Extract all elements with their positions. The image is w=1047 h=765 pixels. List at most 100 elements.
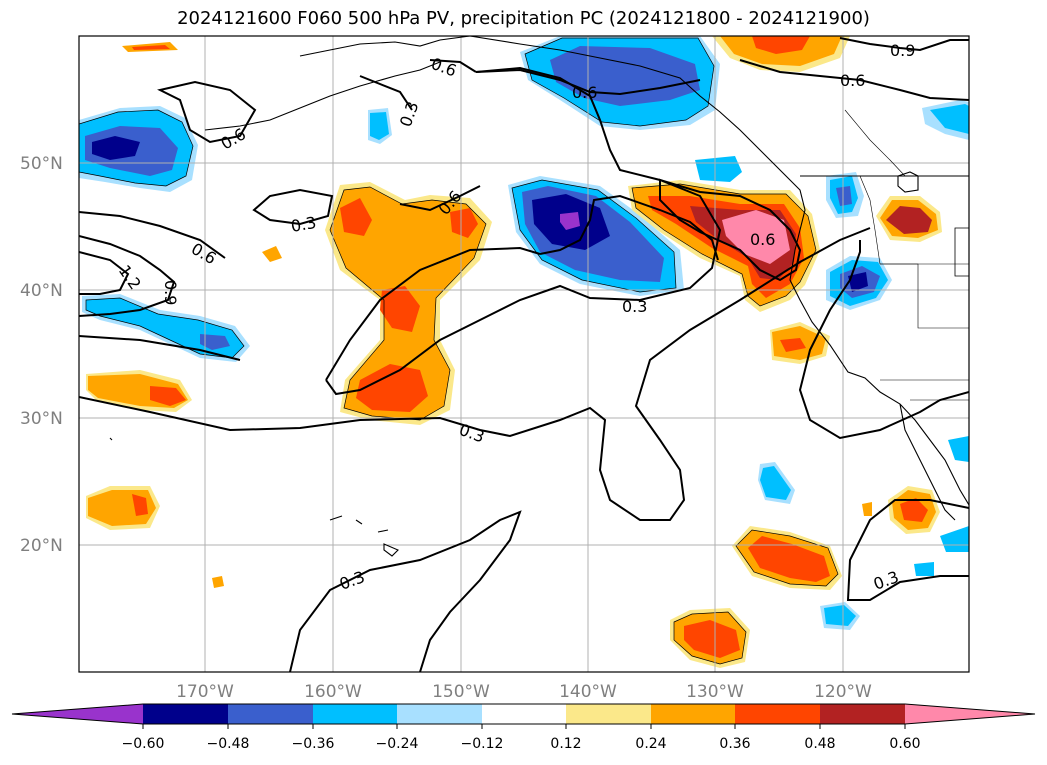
- contour-0.3-vert: [359, 75, 413, 111]
- colorbar: −0.60 −0.48 −0.36 −0.24 −0.12 0.12 0.24 …: [11, 703, 1036, 752]
- colorbar-tick-label: 0.48: [804, 736, 835, 752]
- fill-pos-west3: [150, 386, 186, 406]
- contour-0.3-small: [252, 188, 334, 226]
- contour-label-group: 0.6 0.9 0.6 0.3 0.6 0.6 0.3 0.6 0.6 1.2 …: [115, 41, 916, 594]
- fill-neg-d3: [836, 186, 852, 206]
- colorbar-tick-label: 0.12: [550, 736, 581, 752]
- fill-neg-w50n-core: [92, 136, 140, 160]
- contour-0.6-central: [659, 178, 802, 282]
- contour-label: 0.6: [840, 71, 865, 90]
- contour-0.6-vert: [399, 185, 481, 212]
- gridlines: [79, 36, 969, 672]
- colorbar-segment: [313, 704, 397, 724]
- contour-1.2-w: [79, 251, 130, 295]
- fill-pos-sw3: [132, 494, 148, 516]
- colorbar-tick-label: −0.36: [292, 736, 335, 752]
- contour-0.6-top: [429, 59, 701, 96]
- colorbar-segment: [482, 704, 566, 724]
- colorbar-segment: [566, 704, 651, 724]
- fill-pos-e3: [886, 206, 932, 234]
- fill-neg-f3: [200, 334, 230, 350]
- coastlines: [109, 36, 969, 557]
- fill-pos-i3: [900, 498, 928, 522]
- contour-0.6-ne: [739, 59, 969, 101]
- contour-label: 0.6: [188, 239, 220, 268]
- contour-0.3-main: [79, 227, 871, 521]
- colorbar-tick-label: 0.36: [719, 736, 750, 752]
- lat-label: 20°N: [20, 536, 63, 556]
- contour-0.3-loop: [325, 66, 722, 396]
- fill-outlines: [79, 37, 839, 665]
- fill-pos-tiny-c: [862, 502, 872, 516]
- lon-label: 130°W: [686, 682, 744, 702]
- colorbar-segment: [228, 704, 313, 724]
- contour-label: 0.9: [161, 280, 180, 305]
- colorbar-segment: [735, 704, 820, 724]
- contour-0.3-bottom: [289, 510, 522, 672]
- lon-label: 160°W: [304, 682, 362, 702]
- fill-pos-vert-a: [340, 198, 372, 236]
- contour-label: 0.3: [622, 297, 647, 316]
- pv-contours: [79, 37, 969, 672]
- colorbar-segment: [12, 704, 143, 724]
- colorbar-tick-label: −0.60: [122, 736, 165, 752]
- map-title: 2024121600 F060 500 hPa PV, precipitatio…: [177, 8, 870, 29]
- colorbar-segment: [905, 704, 1035, 724]
- fill-pos-vert-d: [450, 208, 478, 238]
- fill-pos-tiny-a: [262, 246, 282, 262]
- colorbar-tick-label: 0.60: [889, 736, 920, 752]
- colorbar-segment: [820, 704, 905, 724]
- lon-label: 170°W: [176, 682, 234, 702]
- contour-label: 0.3: [289, 213, 317, 236]
- contour-label: 0.6: [429, 54, 459, 81]
- fill-neg-i: [948, 436, 969, 462]
- colorbar-tick-label: −0.48: [207, 736, 250, 752]
- fill-neg-f2: [86, 298, 244, 358]
- contour-0.3-se: [798, 240, 969, 440]
- lon-label: 120°W: [814, 682, 872, 702]
- contour-0.3-br: [846, 499, 969, 601]
- lon-label: 140°W: [559, 682, 617, 702]
- fill-neg-small-a2: [370, 112, 389, 140]
- fill-neg-j: [940, 526, 969, 552]
- contour-0.6-w2: [157, 80, 257, 144]
- contour-0.6-mid: [539, 194, 719, 261]
- lat-label-group: 50°N 40°N 30°N 20°N: [20, 154, 63, 556]
- fill-pos-top-small2: [132, 45, 170, 50]
- lat-label: 40°N: [20, 281, 63, 301]
- fill-pos-tiny-b: [212, 576, 224, 588]
- colorbar-tick-label: −0.24: [376, 736, 419, 752]
- lat-label: 50°N: [20, 154, 63, 174]
- contour-0.3-left: [325, 246, 541, 381]
- colorbar-segment: [651, 704, 735, 724]
- precipitation-fills: [79, 36, 969, 668]
- contour-label: 0.6: [750, 230, 775, 249]
- fill-neg-h2: [824, 605, 856, 626]
- contour-0.9-w: [79, 235, 176, 317]
- colorbar-segment: [397, 704, 482, 724]
- contour-label: 0.6: [572, 83, 597, 102]
- fill-neg-c-center: [560, 212, 580, 230]
- fill-neg-k: [914, 562, 934, 576]
- contour-label: 0.3: [396, 99, 423, 129]
- fill-pos-vert-b: [380, 286, 420, 332]
- fill-neg-small-c: [695, 156, 742, 182]
- fill-pos-f3: [780, 338, 806, 352]
- contour-0.6-w3: [79, 335, 241, 361]
- lon-label-group: 170°W 160°W 150°W 140°W 130°W 120°W: [176, 682, 872, 702]
- fill-neg-e4: [848, 272, 868, 292]
- fill-pos-vert-c: [356, 364, 428, 412]
- contour-label: 0.3: [337, 567, 367, 594]
- fill-pos-ne4: [722, 210, 790, 264]
- colorbar-tick-label: 0.24: [635, 736, 666, 752]
- contour-label: 0.9: [890, 41, 915, 60]
- lon-label: 150°W: [432, 682, 490, 702]
- map-frame: [78, 35, 970, 673]
- contour-0.9-ne: [839, 37, 969, 52]
- colorbar-segment: [143, 704, 228, 724]
- colorbar-tick-label: −0.12: [461, 736, 504, 752]
- fill-pos-g3: [748, 536, 830, 582]
- contour-0.6-w: [79, 211, 226, 259]
- fill-neg-g2: [760, 466, 791, 500]
- fill-pos-top3: [752, 36, 810, 54]
